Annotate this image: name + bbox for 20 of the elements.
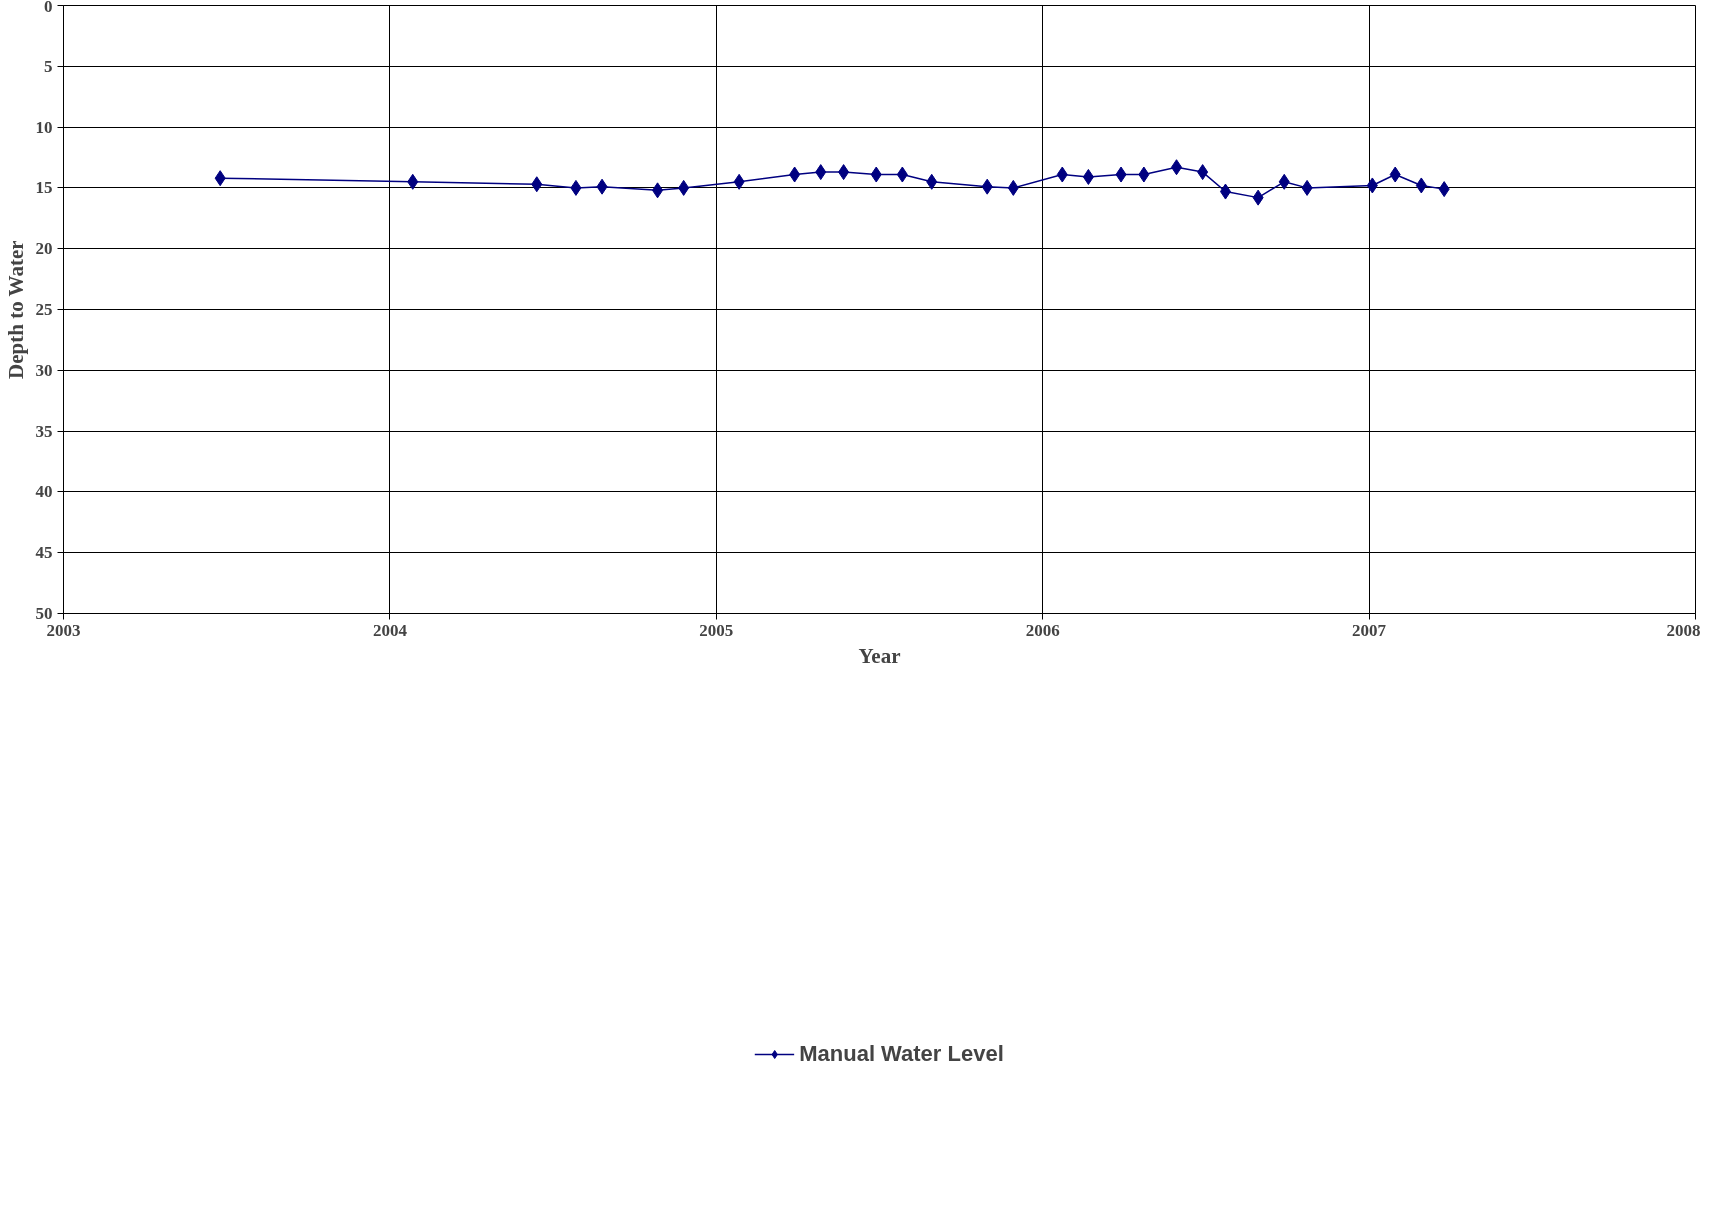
y-tick-label: 15 [35,178,53,198]
x-tick-label: 2008 [1666,620,1701,640]
x-tick-label: 2004 [372,620,408,640]
y-tick-label: 10 [35,117,53,137]
y-axis-title: Depth to Water [3,240,28,379]
legend-label: Manual Water Level [799,1040,1004,1067]
y-tick-label: 35 [35,421,53,441]
y-tick-label: 40 [35,482,53,502]
y-tick-label: 50 [35,604,53,623]
x-tick-label: 2003 [46,620,81,640]
y-tick-label: 5 [44,56,53,76]
y-tick-label: 0 [44,0,53,16]
y-tick-label: 45 [35,543,53,563]
y-tick-label: 25 [35,300,53,319]
x-tick-label: 2007 [1352,620,1387,640]
y-tick-label: 30 [35,360,53,380]
x-tick-label: 2006 [1025,620,1060,640]
x-axis-title: Year [858,643,901,668]
y-tick-label: 20 [35,239,53,259]
x-tick-label: 2005 [699,620,734,640]
